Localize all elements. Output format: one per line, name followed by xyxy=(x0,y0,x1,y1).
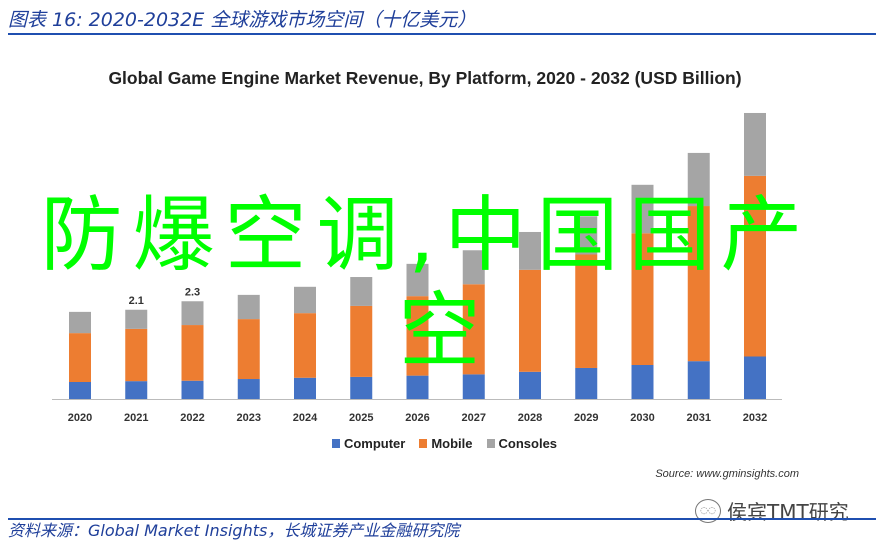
overlay-text-line1: 防爆空调,中国国产 xyxy=(40,188,813,283)
bar-consoles-2028 xyxy=(519,231,541,270)
legend-label: Mobile xyxy=(431,436,473,451)
bar-consoles-2025 xyxy=(350,277,373,306)
x-tick-label: 2026 xyxy=(405,412,429,424)
bar-mobile-2022 xyxy=(181,325,204,381)
chart-title: Global Game Engine Market Revenue, By Pl… xyxy=(108,68,742,88)
bar-consoles-2031 xyxy=(687,152,710,207)
x-tick-label: 2023 xyxy=(237,412,261,424)
x-tick-label: 2030 xyxy=(630,412,654,424)
bar-mobile-2020 xyxy=(69,333,91,382)
bar-mobile-2025 xyxy=(350,305,373,377)
bar-computer-2029 xyxy=(575,367,598,399)
chart-source: Source: www.gminsights.com xyxy=(655,468,799,480)
data-label: 2.3 xyxy=(185,286,200,298)
wechat-icon: ◌◌ xyxy=(695,498,721,523)
bar-consoles-2026 xyxy=(406,263,429,297)
data-label: 2.1 xyxy=(129,295,144,307)
bar-consoles-2032 xyxy=(744,112,766,176)
legend-computer: Computer xyxy=(331,436,406,451)
x-tick-label: 2027 xyxy=(462,412,486,424)
x-tick-label: 2020 xyxy=(68,412,92,424)
watermark-text: 侯宾TMT研究 xyxy=(727,500,849,524)
bar-computer-2022 xyxy=(181,380,204,399)
x-tick-label: 2022 xyxy=(180,412,204,424)
x-tick-label: 2028 xyxy=(518,412,542,424)
legend-mobile: Mobile xyxy=(419,436,473,451)
top-divider xyxy=(8,33,876,35)
watermark: ◌◌ 侯宾TMT研究 xyxy=(695,496,849,525)
x-tick-label: 2031 xyxy=(687,412,711,424)
bar-computer-2027 xyxy=(462,374,485,399)
bar-computer-2028 xyxy=(519,371,541,399)
bar-mobile-2028 xyxy=(519,269,541,372)
x-tick-label: 2032 xyxy=(743,412,767,424)
bar-computer-2020 xyxy=(69,382,91,399)
overlay-text-line2: 空 xyxy=(398,284,491,379)
bar-consoles-2021 xyxy=(125,309,148,329)
bar-mobile-2031 xyxy=(687,206,710,362)
bar-consoles-2029 xyxy=(575,216,598,255)
x-tick-label: 2021 xyxy=(124,412,148,424)
bar-computer-2024 xyxy=(294,377,316,399)
bar-computer-2031 xyxy=(687,361,710,399)
legend-swatch-computer xyxy=(331,439,340,448)
legend-swatch-mobile xyxy=(419,439,428,448)
bar-computer-2023 xyxy=(237,379,260,399)
bar-mobile-2024 xyxy=(294,313,316,378)
bar-computer-2032 xyxy=(744,356,766,399)
bar-consoles-2022 xyxy=(181,301,204,326)
bar-mobile-2032 xyxy=(744,175,766,357)
x-tick-label: 2025 xyxy=(349,412,373,424)
legend: Computer Mobile Consoles xyxy=(0,436,889,451)
bar-mobile-2027 xyxy=(462,284,485,375)
bar-mobile-2023 xyxy=(237,319,260,380)
bar-consoles-2027 xyxy=(462,250,485,285)
bottom-divider xyxy=(8,518,876,520)
footer-source: 资料来源：Global Market Insights，长城证券产业金融研究院 xyxy=(8,521,460,540)
bar-mobile-2030 xyxy=(631,233,654,365)
legend-consoles: Consoles xyxy=(486,436,558,451)
bar-computer-2026 xyxy=(406,375,429,399)
x-tick-label: 2029 xyxy=(574,412,598,424)
bar-computer-2025 xyxy=(350,376,373,399)
legend-label: Computer xyxy=(343,436,406,451)
bar-mobile-2029 xyxy=(575,254,598,368)
bar-computer-2030 xyxy=(631,365,654,399)
bar-consoles-2020 xyxy=(69,311,91,334)
bar-consoles-2030 xyxy=(631,184,654,234)
x-tick-label: 2024 xyxy=(293,412,318,424)
legend-swatch-consoles xyxy=(486,439,495,448)
figure-title: 图表 16: 2020-2032E 全球游戏市场空间（十亿美元） xyxy=(8,9,477,31)
bar-consoles-2023 xyxy=(237,294,260,320)
bar-mobile-2021 xyxy=(125,328,148,382)
bar-computer-2021 xyxy=(125,381,148,399)
bar-mobile-2026 xyxy=(406,296,429,376)
bar-consoles-2024 xyxy=(294,286,316,314)
legend-label: Consoles xyxy=(498,436,558,451)
